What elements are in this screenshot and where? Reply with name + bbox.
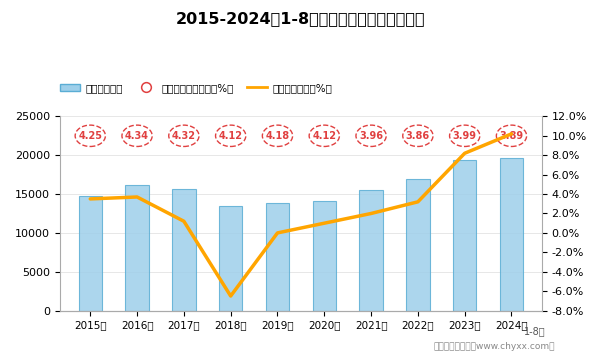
Text: 3.96: 3.96 bbox=[359, 131, 383, 141]
Legend: 企业数（个）, 占全国企业数比重（%）, 企业同比增速（%）: 企业数（个）, 占全国企业数比重（%）, 企业同比增速（%） bbox=[55, 79, 337, 97]
Text: 1-8月: 1-8月 bbox=[524, 326, 545, 336]
Text: 4.32: 4.32 bbox=[172, 131, 196, 141]
Text: 4.12: 4.12 bbox=[219, 131, 243, 141]
Bar bbox=[406, 178, 430, 310]
Bar bbox=[172, 189, 196, 310]
Text: 4.12: 4.12 bbox=[312, 131, 337, 141]
Bar bbox=[265, 203, 289, 310]
Text: 3.89: 3.89 bbox=[500, 131, 524, 141]
Text: 4.18: 4.18 bbox=[265, 131, 290, 141]
Text: 2015-2024年1-8月湖北省工业企业数统计图: 2015-2024年1-8月湖北省工业企业数统计图 bbox=[176, 11, 426, 26]
Text: 制图：智妆咋询（www.chyxx.com）: 制图：智妆咋询（www.chyxx.com） bbox=[433, 342, 555, 351]
Text: 4.25: 4.25 bbox=[78, 131, 102, 141]
Text: 3.86: 3.86 bbox=[406, 131, 430, 141]
Bar bbox=[500, 158, 523, 310]
Bar bbox=[453, 160, 476, 310]
Bar bbox=[219, 206, 243, 310]
Bar bbox=[79, 195, 102, 310]
Bar bbox=[312, 201, 336, 310]
Text: 4.34: 4.34 bbox=[125, 131, 149, 141]
Bar bbox=[359, 190, 383, 310]
Bar bbox=[125, 185, 149, 310]
Text: 3.99: 3.99 bbox=[453, 131, 477, 141]
